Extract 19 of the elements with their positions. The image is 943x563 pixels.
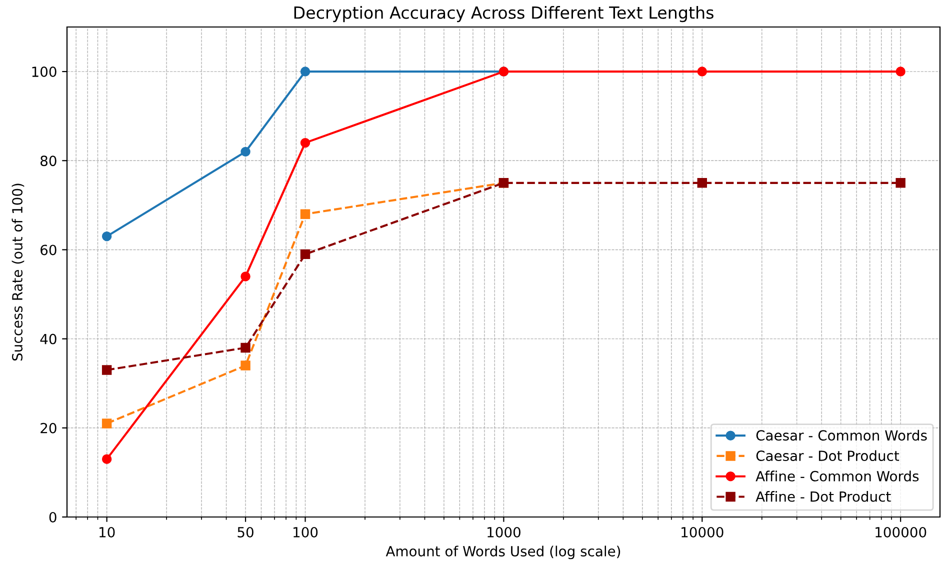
chart-title: Decryption Accuracy Across Different Text Lengths [294, 6, 714, 22]
y-tick-label: 0 [49, 512, 56, 522]
x-tick-label: 50 [238, 526, 254, 538]
x-tick-label: 10 [100, 526, 115, 538]
y-tick-label: 60 [40, 244, 56, 256]
y-tick-label: 80 [40, 156, 56, 166]
legend-label: Caesar - Common Words [756, 430, 927, 441]
y-tick-label: 40 [40, 334, 56, 344]
y-axis-title: Success Rate (out of 100) [12, 184, 24, 361]
x-tick-label: 1000 [488, 526, 520, 538]
x-axis-title: Amount of Words Used (log scale) [386, 546, 620, 560]
legend-label: Affine - Dot Product [756, 491, 891, 502]
legend-label: Caesar - Dot Product [756, 450, 900, 462]
y-tick-label: 100 [32, 66, 56, 78]
x-tick-label: 10000 [682, 526, 724, 538]
y-tick-label: 20 [40, 422, 56, 434]
x-tick-label: 100 [294, 526, 318, 538]
x-tick-label: 100000 [876, 526, 926, 538]
legend-label: Affine - Common Words [756, 470, 919, 482]
